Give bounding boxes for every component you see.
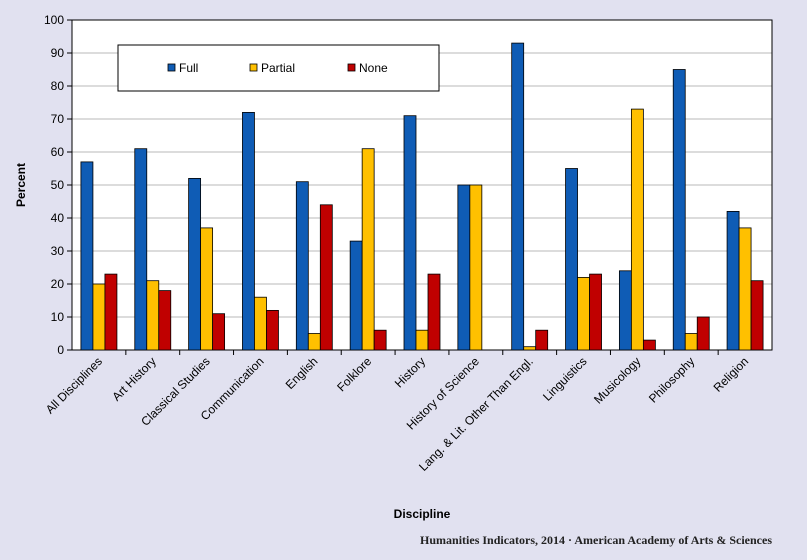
y-tick-label: 80 [51, 79, 65, 93]
x-tick-label: Philosophy [646, 354, 697, 405]
bar-none [319, 204, 333, 351]
bar-none [373, 329, 387, 351]
bar-partial [738, 227, 752, 351]
x-tick-label: English [283, 354, 321, 392]
bar-full [618, 270, 632, 351]
bar-none [212, 313, 226, 351]
y-tick-label: 60 [51, 145, 65, 159]
x-tick-label: Folklore [334, 354, 374, 394]
bar-partial [684, 333, 698, 351]
bar-none [104, 273, 118, 351]
bar-full [726, 210, 740, 351]
y-tick-label: 20 [51, 277, 65, 291]
legend-label-partial: Partial [261, 61, 295, 75]
bar-partial [361, 148, 375, 351]
x-axis-title: Discipline [394, 507, 451, 521]
x-tick-label: Art History [109, 354, 159, 404]
bar-full [457, 184, 471, 351]
bar-partial [415, 329, 429, 351]
x-tick-label: Religion [711, 354, 752, 395]
y-tick-label: 50 [51, 178, 65, 192]
bar-full [672, 69, 686, 351]
bar-none [750, 280, 764, 351]
x-tick-label: Lang. & Lit. Other Than Engl. [416, 354, 536, 474]
bar-full [295, 181, 309, 351]
legend-swatch-partial [249, 63, 258, 72]
bar-partial [92, 283, 106, 351]
bar-partial [254, 296, 267, 351]
bar-full [80, 161, 94, 351]
bar-full [403, 115, 417, 351]
bar-full [565, 168, 578, 351]
x-tick-label: History [392, 354, 428, 390]
bar-partial [200, 227, 214, 351]
bar-none [427, 273, 441, 351]
bar-partial [146, 280, 160, 351]
x-tick-label: Linguistics [540, 354, 590, 404]
y-tick-label: 40 [51, 211, 65, 225]
x-tick-label: Musicology [591, 354, 643, 406]
source-credit: Humanities Indicators, 2014 · American A… [420, 533, 772, 547]
bar-none [642, 339, 656, 351]
y-axis-title: Percent [14, 163, 28, 207]
bar-partial [307, 333, 321, 351]
legend-label-none: None [359, 61, 388, 75]
bar-partial [469, 184, 483, 351]
legend-label-full: Full [179, 61, 198, 75]
bar-full [242, 112, 255, 351]
bar-full [349, 240, 363, 351]
y-tick-label: 90 [51, 46, 65, 60]
bar-full [134, 148, 148, 351]
bar-full [188, 177, 202, 351]
y-tick-label: 0 [57, 343, 64, 357]
y-tick-label: 70 [51, 112, 65, 126]
bar-partial [630, 108, 644, 351]
bar-none [535, 329, 549, 351]
bar-none [589, 273, 602, 351]
legend-swatch-none [347, 63, 356, 72]
bar-partial [577, 276, 590, 351]
bar-none [266, 309, 279, 351]
y-tick-label: 30 [51, 244, 65, 258]
x-tick-label: All Disciplines [43, 354, 105, 416]
bar-none [158, 290, 172, 351]
bar-partial [523, 346, 537, 351]
y-tick-label: 10 [51, 310, 65, 324]
y-tick-label: 100 [44, 13, 64, 27]
bar-full [511, 42, 525, 351]
bar-none [696, 316, 710, 351]
legend-swatch-full [167, 63, 176, 72]
